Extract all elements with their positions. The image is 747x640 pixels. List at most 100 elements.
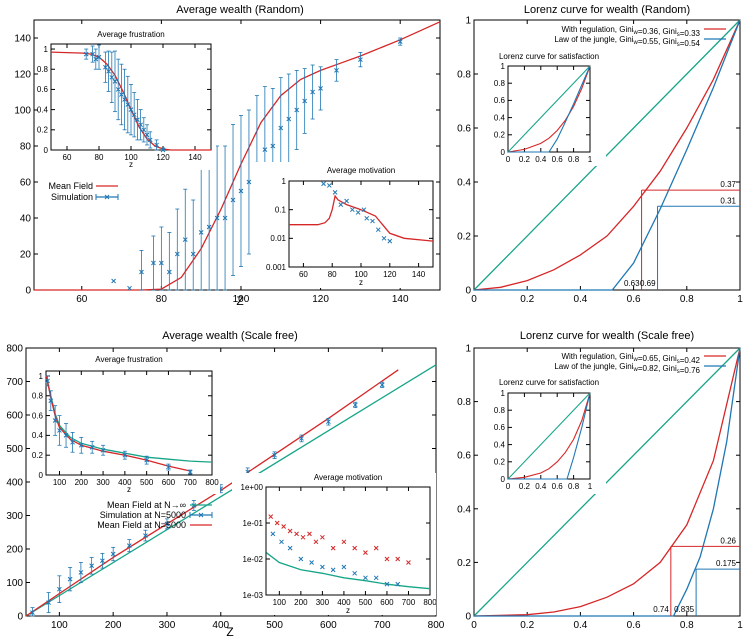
x-tick-label: 0.6 <box>552 482 564 491</box>
legend-label: With regulation, Giniw=0.36, Ginis=0.33 <box>561 25 700 38</box>
chart-wealth-scalefree: Average wealth (Scale free)100 200 300 400 5… <box>6 330 444 639</box>
marker-y-label: 0.31 <box>720 196 736 205</box>
y-tick-label: 0.8 <box>457 397 471 408</box>
data-point <box>45 378 50 384</box>
data-point <box>294 531 299 537</box>
x-tick-label: 500 <box>359 598 373 607</box>
data-point <box>110 551 116 557</box>
inset-background <box>38 24 216 170</box>
x-tick-label: 600 <box>380 598 394 607</box>
inset-series-line <box>508 65 591 153</box>
x-tick-label: 200 <box>105 620 122 631</box>
y-tick-label: 0.8 <box>494 79 506 88</box>
inset-title: Lorenz curve for satisfaction <box>499 378 599 387</box>
data-point <box>214 215 220 221</box>
series-line <box>474 19 741 291</box>
y-tick-label: 0.4 <box>32 431 44 440</box>
y-tick-label: 0 <box>501 148 506 157</box>
x-tick-label: 0.2 <box>520 620 534 631</box>
data-point <box>373 545 379 551</box>
y-tick-label: 0.4 <box>494 113 506 122</box>
inset-title: Lorenz curve for satisfaction <box>499 52 599 61</box>
data-point <box>321 181 326 187</box>
data-point <box>307 531 312 537</box>
chart-title: Lorenz curve for wealth (Random) <box>524 4 690 16</box>
y-tick-label: 1 <box>501 62 506 71</box>
marker-x-label: 0.63 <box>624 279 640 288</box>
data-point <box>151 260 156 266</box>
x-tick-label: 80 <box>95 153 104 162</box>
x-tick-label: 400 <box>118 478 132 487</box>
data-point <box>350 207 355 213</box>
data-point <box>281 524 287 529</box>
chart-lorenz-scalefree: Lorenz curve for wealth (Scale free) 0 0.2… <box>457 330 743 631</box>
series-line <box>474 347 741 617</box>
legend-label: Simulation at N=5000 <box>100 510 186 520</box>
x-tick-label: 300 <box>316 598 330 607</box>
x-tick-label: 0.6 <box>552 155 564 164</box>
data-point <box>119 92 124 97</box>
x-tick-label: 0.4 <box>573 294 587 305</box>
y-tick-label: 1 <box>282 177 287 186</box>
inset-title: Average motivation <box>327 166 395 175</box>
data-point <box>174 251 180 257</box>
data-point <box>395 556 401 562</box>
data-point <box>138 122 143 128</box>
x-tick-label: 700 <box>374 620 391 631</box>
x-tick-label: 200 <box>75 478 89 487</box>
data-point <box>198 230 204 235</box>
data-point <box>278 125 284 131</box>
x-tick-label: 100 <box>51 620 68 631</box>
x-tick-label: 0.8 <box>568 482 580 491</box>
x-tick-label: 500 <box>140 478 154 487</box>
x-tick-label: 120 <box>312 294 329 305</box>
series-line <box>25 364 437 617</box>
data-point <box>330 545 336 551</box>
x-tick-label: 500 <box>266 620 283 631</box>
y-tick-label: 0 <box>465 612 471 623</box>
data-point <box>320 564 325 570</box>
x-tick-label: 700 <box>402 598 416 607</box>
data-point <box>111 278 116 284</box>
inset-series-line <box>507 392 591 480</box>
data-point <box>395 581 401 587</box>
x-tick-label: 140 <box>392 294 409 305</box>
marker-x-label: 0.74 <box>653 605 669 614</box>
y-tick-label: 0 <box>39 471 44 480</box>
series-line <box>266 552 431 590</box>
legend-swatch <box>104 194 110 200</box>
data-point <box>352 545 358 551</box>
data-point <box>131 112 137 118</box>
x-tick-label: 100 <box>124 153 138 162</box>
inset-series-line <box>507 65 591 153</box>
x-tick-label: 140 <box>412 270 426 279</box>
y-tick-label: 400 <box>6 478 23 489</box>
data-point <box>48 398 54 404</box>
x-axis-label: Z <box>226 625 233 639</box>
data-point <box>313 539 319 545</box>
y-tick-label: 0.6 <box>494 423 506 432</box>
y-tick-label: 0.8 <box>37 65 49 74</box>
y-tick-label: 0.4 <box>494 440 506 449</box>
y-tick-label: 1 <box>39 372 44 381</box>
x-tick-label: 800 <box>423 598 437 607</box>
inset-x-label: z <box>359 278 363 287</box>
data-point <box>89 444 95 450</box>
data-point <box>379 382 385 388</box>
y-tick-label: 40 <box>20 214 32 225</box>
data-point <box>272 452 277 458</box>
y-tick-label: 0.6 <box>457 451 471 462</box>
data-point <box>78 570 84 575</box>
x-tick-label: 800 <box>205 478 219 487</box>
data-point <box>166 269 172 275</box>
data-point <box>83 51 89 57</box>
y-tick-label: 0.2 <box>494 131 506 140</box>
inset-title: Average frustration <box>97 30 164 39</box>
y-tick-label: 0.4 <box>457 178 471 189</box>
series-line <box>473 19 741 291</box>
y-tick-label: 1e-03 <box>243 591 264 600</box>
data-point <box>52 418 58 423</box>
axes-frame <box>33 19 441 291</box>
x-tick-label: 0 <box>506 155 511 164</box>
x-tick-label: 1 <box>737 620 743 631</box>
